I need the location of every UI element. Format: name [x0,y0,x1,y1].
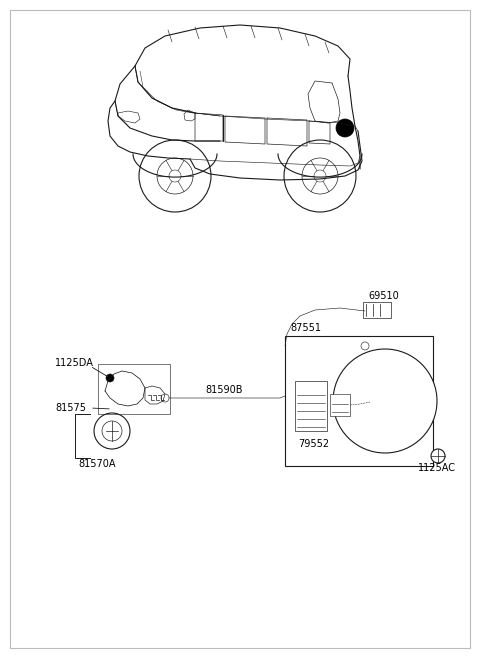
Circle shape [161,394,169,402]
Text: 79552: 79552 [298,439,329,449]
Text: 1125AC: 1125AC [418,463,456,473]
Circle shape [314,170,326,182]
Bar [330,394,350,416]
Bar [98,364,170,414]
Circle shape [139,140,211,212]
Text: 81575: 81575 [55,403,86,413]
Bar [363,302,391,318]
Circle shape [94,413,130,449]
Circle shape [284,140,356,212]
Circle shape [333,349,437,453]
Text: 1125DA: 1125DA [55,358,94,368]
Circle shape [336,119,354,137]
Bar [295,381,327,431]
Circle shape [157,158,193,194]
Text: 81570A: 81570A [78,459,116,469]
Circle shape [361,342,369,350]
Bar [285,336,433,466]
Circle shape [431,449,445,463]
Text: 81590B: 81590B [205,385,242,395]
Text: 87551: 87551 [290,323,321,333]
Circle shape [102,421,122,441]
Circle shape [169,170,181,182]
Circle shape [302,158,338,194]
Text: 69510: 69510 [368,291,399,301]
Circle shape [106,374,114,382]
